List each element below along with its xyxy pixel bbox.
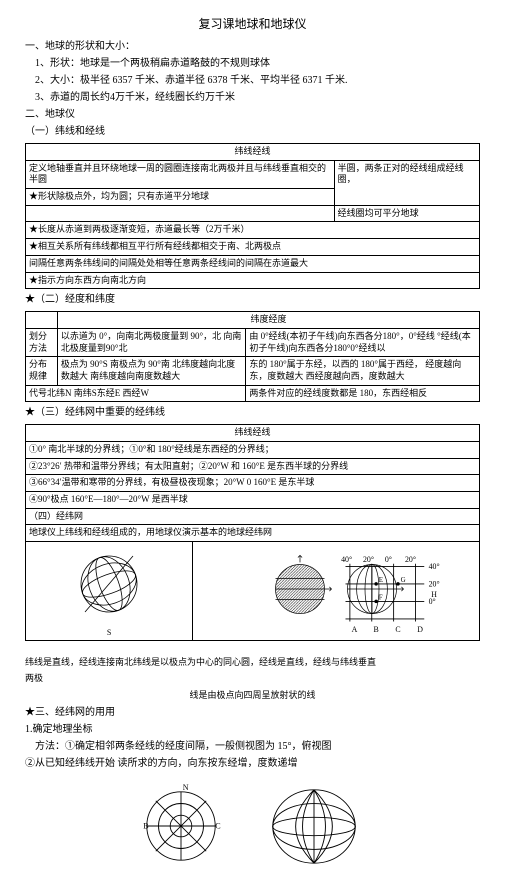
t3-r3: ③66°34′温带和寒带的分界线，有极昼极夜现象；20°W 0 160°E 是东…: [26, 475, 480, 492]
t1-r4: ★相互关系所有纬线都相互平行所有经线都相交于南、北两极点: [26, 239, 480, 256]
shape-desc: 1、形状：地球是一个两极稍扁赤道略鼓的不规则球体: [25, 57, 480, 71]
t1-r5: 间隔任意两条纬线间的间隔处处相等任意两条经线间的间隔在赤道最大: [26, 255, 480, 272]
polar-view-icon: B N C: [136, 781, 226, 871]
t3-r5: （四）经纬网: [26, 508, 480, 525]
par1: 纬线是直线，经线连接南北纬线是以极点为中心的同心圆，经线是直线，经线与纬线垂直: [25, 656, 480, 669]
sec3-heading: ★三、经纬网的用用: [25, 706, 480, 720]
t3-r4: ④90°极点 160°E—180°—20°W 是西半球: [26, 492, 480, 509]
globe-hatched-icon: [265, 554, 335, 624]
page-title: 复习课地球和地球仪: [25, 15, 480, 32]
size-desc: 2、大小：极半径 6357 千米、赤道半径 6378 千米、平均半径 6371 …: [25, 74, 480, 88]
svg-text:20°: 20°: [429, 580, 440, 589]
t1-header: 纬线经线: [26, 144, 480, 161]
globe-tilted-icon: [69, 544, 149, 624]
t3-r2: ②23°26′ 热带和温带分界线；有太阳直射；②20°W 和 160°E 是东西…: [26, 458, 480, 475]
svg-text:B: B: [143, 822, 148, 831]
equator-desc: 3、赤道的周长约4万千米，经线圈长约万千米: [25, 91, 480, 105]
t3-header: 纬线经线: [26, 425, 480, 442]
sec3-p2: 方法：①确定相邻两条经线的经度间隔，一般侧视图为 15°，俯视图: [25, 740, 480, 754]
globe1-label: S: [29, 628, 189, 638]
t2-header: 纬度经度: [57, 312, 479, 329]
table-lat-lon-lines: 纬线经线 定义地轴垂直并且环绕地球一周的圆圈连接南北两极并且与纬线垂直相交的半圆…: [25, 143, 480, 289]
t2-r1c1: 以赤道为 0°，向南北两极度量到 90°，北 向南北极度量到90°北: [57, 328, 245, 356]
t2-r1c0: 划分方法: [26, 328, 58, 356]
t1-r1b: 半圆，两条正对的经线组成经线圈，: [334, 160, 479, 205]
svg-text:40°: 40°: [429, 562, 440, 571]
sec3-p3: ②从已知经纬线开始 读所求的方向，向东按东经增，度数递增: [25, 757, 480, 771]
t1-r2b: 经线圈均可平分地球: [334, 205, 479, 222]
sec3-p1: 1.确定地理坐标: [25, 723, 480, 737]
t2-r1c2: 由 0°经线(本初子午线)向东西各分180°，0°经线 °经线(本初子午线)向东…: [246, 328, 480, 356]
globe-cell-1: S: [26, 542, 193, 641]
t2-r3a: 代号北纬N 南纬S东经E 西经W: [26, 385, 246, 402]
t3-r6: 地球仪上纬线和经线组成的，用地球仪演示基本的地球经纬网: [26, 525, 480, 542]
t1-r1a: 定义地轴垂直并且环绕地球一周的圆圈连接南北两极并且与纬线垂直相交的半圆: [26, 160, 335, 188]
t1-r2a: ★形状除极点外，均为圆；只有赤道平分地球: [26, 189, 335, 206]
svg-text:N: N: [183, 783, 189, 792]
oblique-globe-icon: [259, 779, 369, 874]
table-degrees: 纬度经度 划分方法 以赤道为 0°，向南北两极度量到 90°，北 向南北极度量到…: [25, 311, 480, 402]
t2-r2c1: 极点为 90°S 南极点为 90°南 北纬度越向北度数越大 南纬度越向南度数越大: [57, 357, 245, 385]
sub1-heading: （一）纬线和经线: [25, 125, 480, 139]
t2-r2c0: 分布规律: [26, 357, 58, 385]
svg-text:0°: 0°: [429, 597, 436, 606]
t1-r6: ★指示方向东西方向南北方向: [26, 272, 480, 289]
t2-r3b: 两条件对应的经线度数都是 180，东西经相反: [246, 385, 480, 402]
par3: 线是由极点向四周呈放射状的线: [25, 689, 480, 702]
globe-meridian-icon: [337, 554, 407, 624]
t3-r1: ①0° 南北半球的分界线；①0°和 180°经线是东西经的分界线；: [26, 442, 480, 459]
t1-r2b-shape: [26, 205, 335, 222]
t2-r2c2: 东的 180°属于东经，以西的 180°属于西经， 经度越向东，度数越大 西经度…: [246, 357, 480, 385]
sub3-heading: ★（三）经纬网中重要的经纬线: [25, 406, 480, 420]
t1-r3: ★长度从赤道到两极逐渐变短，赤道最长等（2万千米）: [26, 222, 480, 239]
sec1-heading: 一、地球的形状和大小：: [25, 40, 480, 54]
svg-text:D: D: [417, 625, 423, 634]
sub2-heading: ★（二）经度和纬度: [25, 293, 480, 307]
par2: 两极: [25, 672, 480, 685]
svg-text:C: C: [215, 822, 220, 831]
sec2-heading: 二、地球仪: [25, 108, 480, 122]
